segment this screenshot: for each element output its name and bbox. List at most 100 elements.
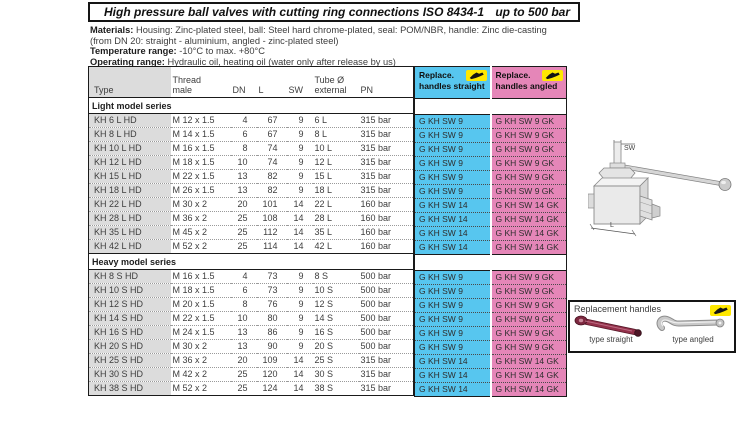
- handles-row: G KH SW 14 G KH SW 14 GK: [414, 382, 567, 397]
- cell-handle-straight: G KH SW 9: [414, 128, 491, 143]
- cell-thread: M 14 x 1.5: [170, 127, 231, 142]
- cell-l: 67: [256, 113, 287, 128]
- table-row: KH 12 S HD M 20 x 1.5 8 76 9 12 S 500 bar: [88, 297, 414, 312]
- cell-thread: M 36 x 2: [170, 353, 231, 368]
- cell-dn: 13: [230, 169, 257, 184]
- cell-sw: 14: [286, 211, 313, 226]
- cell-sw: 9: [286, 155, 313, 170]
- cell-type: KH 42 L HD: [88, 239, 171, 254]
- cell-l: 114: [256, 239, 287, 254]
- cell-sw: 9: [286, 269, 313, 284]
- cell-pn: 160 bar: [358, 211, 414, 226]
- cell-l: 108: [256, 211, 287, 226]
- cell-thread: M 30 x 2: [170, 197, 231, 212]
- cell-tube: 30 S: [312, 367, 359, 382]
- cell-thread: M 20 x 1.5: [170, 297, 231, 312]
- cell-handle-straight: G KH SW 9: [414, 270, 491, 285]
- operating-text: Hydraulic oil, heating oil (water only a…: [167, 56, 396, 67]
- cell-handle-straight: G KH SW 14: [414, 240, 491, 255]
- cell-l: 120: [256, 367, 287, 382]
- cell-tube: 18 L: [312, 183, 359, 198]
- cell-thread: M 30 x 2: [170, 339, 231, 354]
- replacement-handles-table: Replace. handles straight Replace. handl…: [414, 66, 567, 397]
- table-row: KH 20 S HD M 30 x 2 13 90 9 20 S 500 bar: [88, 339, 414, 354]
- cell-handle-straight: G KH SW 9: [414, 114, 491, 129]
- cell-handle-straight: G KH SW 9: [414, 298, 491, 313]
- cell-tube: 8 S: [312, 269, 359, 284]
- col-header-dn: DN: [232, 84, 246, 95]
- cell-dn: 13: [230, 325, 257, 340]
- table-row: KH 15 L HD M 22 x 1.5 13 82 9 15 L 315 bar: [88, 169, 414, 184]
- cell-l: 86: [256, 325, 287, 340]
- cell-thread: M 42 x 2: [170, 367, 231, 382]
- cell-dn: 10: [230, 155, 257, 170]
- table-row: KH 28 L HD M 36 x 2 25 108 14 28 L 160 bar: [88, 211, 414, 226]
- cell-handle-straight: G KH SW 14: [414, 212, 491, 227]
- cell-thread: M 36 x 2: [170, 211, 231, 226]
- cell-handle-angled: G KH SW 9 GK: [489, 326, 567, 341]
- cell-handle-angled: G KH SW 9 GK: [489, 170, 567, 185]
- cell-type: KH 20 S HD: [88, 339, 171, 354]
- cell-handle-angled: G KH SW 14 GK: [489, 198, 567, 213]
- table-row: KH 16 S HD M 24 x 1.5 13 86 9 16 S 500 bar: [88, 325, 414, 340]
- cell-handle-angled: G KH SW 9 GK: [489, 298, 567, 313]
- cell-l: 101: [256, 197, 287, 212]
- cell-pn: 500 bar: [358, 339, 414, 354]
- angled-handle-label: type angled: [672, 335, 714, 344]
- cell-tube: 15 L: [312, 169, 359, 184]
- cell-pn: 315 bar: [358, 353, 414, 368]
- cell-dn: 25: [230, 239, 257, 254]
- cell-pn: 315 bar: [358, 155, 414, 170]
- cell-sw: 14: [286, 353, 313, 368]
- cell-pn: 500 bar: [358, 297, 414, 312]
- cell-thread: M 16 x 1.5: [170, 269, 231, 284]
- table-row: KH 8 L HD M 14 x 1.5 6 67 9 8 L 315 bar: [88, 127, 414, 142]
- cell-dn: 25: [230, 225, 257, 240]
- cell-tube: 12 L: [312, 155, 359, 170]
- cell-tube: 42 L: [312, 239, 359, 254]
- table-row: KH 25 S HD M 36 x 2 20 109 14 25 S 315 bar: [88, 353, 414, 368]
- cell-type: KH 12 S HD: [88, 297, 171, 312]
- cell-dn: 25: [237, 383, 248, 393]
- cell-l: 82: [256, 169, 287, 184]
- straight-handle-cell: type straight: [570, 314, 652, 344]
- cell-handle-straight: G KH SW 9: [414, 284, 491, 299]
- cell-tube: 8 L: [312, 127, 359, 142]
- cell-sw: 14: [286, 239, 313, 254]
- cell-dn: 10: [230, 311, 257, 326]
- cell-thread: M 45 x 2: [170, 225, 231, 240]
- table-row: KH 6 L HD M 12 x 1.5 4 67 9 6 L 315 bar: [88, 113, 414, 128]
- cell-sw: 9: [286, 297, 313, 312]
- cell-handle-angled: G KH SW 9 GK: [489, 340, 567, 355]
- cell-dn: 4: [230, 113, 257, 128]
- cell-handle-straight: G KH SW 14: [414, 354, 491, 369]
- cell-dn: 6: [230, 127, 257, 142]
- cell-l: 109: [256, 353, 287, 368]
- cell-thread: M 16 x 1.5: [170, 141, 231, 156]
- cell-dn: 20: [230, 197, 257, 212]
- section-label: Light model series: [88, 97, 414, 114]
- cell-handle-angled: G KH SW 9 GK: [489, 312, 567, 327]
- cell-handle-straight: G KH SW 14: [414, 382, 491, 397]
- cell-tube: 20 S: [312, 339, 359, 354]
- cell-thread: M 18 x 1.5: [170, 155, 231, 170]
- cell-pn: 500 bar: [358, 325, 414, 340]
- cell-handle-angled: G KH SW 14 GK: [489, 368, 567, 383]
- table-row: KH 10 L HD M 16 x 1.5 8 74 9 10 L 315 bar: [88, 141, 414, 156]
- cell-l: 90: [256, 339, 287, 354]
- cell-dn: 8: [230, 141, 257, 156]
- cell-handle-angled: G KH SW 14 GK: [489, 212, 567, 227]
- col-header-sw: SW: [288, 84, 304, 95]
- sw-dimension-label: SW: [624, 145, 636, 152]
- col-header-pn: PN: [360, 84, 374, 95]
- cell-pn: 315 bar: [360, 383, 392, 393]
- operating-label: Operating range:: [90, 56, 165, 67]
- col-header-thread: Thread male: [172, 75, 202, 95]
- cell-pn: 315 bar: [358, 169, 414, 184]
- col-header-l: L: [258, 84, 264, 95]
- cell-pn: 315 bar: [358, 141, 414, 156]
